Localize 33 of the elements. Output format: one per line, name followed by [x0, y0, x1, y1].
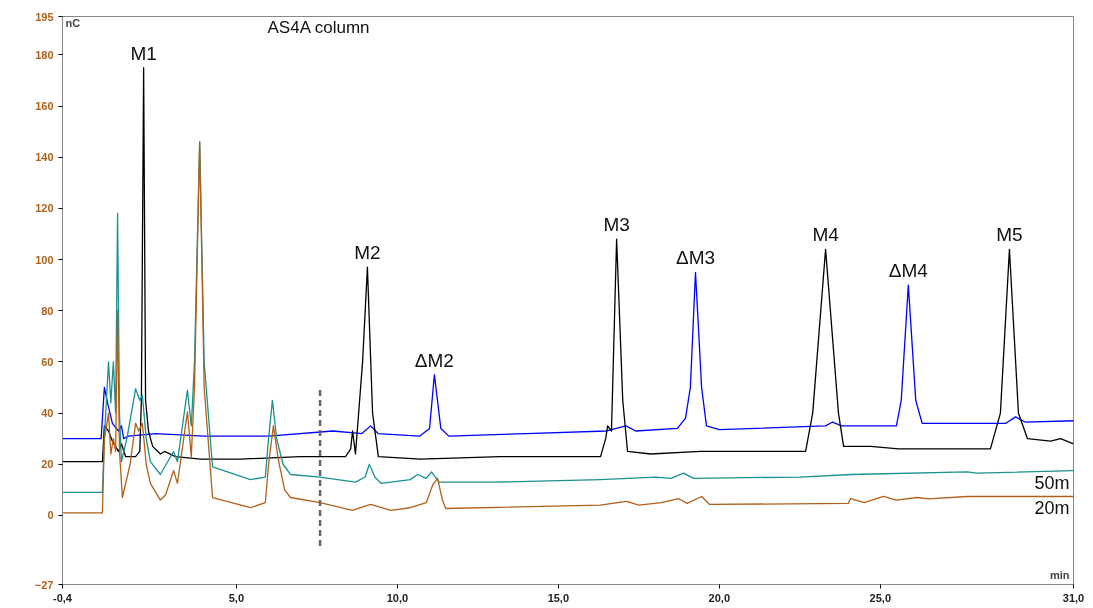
- y-tick-label: 120: [35, 202, 54, 215]
- y-tick-label: 195: [35, 10, 54, 23]
- y-axis-title: nC: [65, 16, 81, 29]
- x-tick-label: -0,4: [53, 591, 73, 604]
- annotation: M5: [996, 224, 1023, 246]
- annotation: ΔM2: [414, 349, 454, 371]
- annotation: M2: [354, 242, 381, 264]
- y-tick-label: 180: [35, 48, 54, 61]
- line-series: [62, 67, 1074, 463]
- y-tick-label: 100: [35, 253, 54, 266]
- x-tick-label: 31,0: [1062, 591, 1085, 604]
- y-tick-label: 160: [35, 100, 54, 113]
- series-label: 50m: [1034, 472, 1070, 493]
- y-tick-label: 0: [47, 509, 54, 522]
- x-tick-label: 20,0: [708, 591, 731, 604]
- y-tick-label: 60: [41, 355, 54, 368]
- y-tick-label: 80: [41, 304, 54, 317]
- y-tick-label: 40: [41, 407, 54, 420]
- annotation: AS4A column: [267, 17, 370, 37]
- x-tick-label: 25,0: [869, 591, 892, 604]
- x-tick-label: 5,0: [228, 591, 245, 604]
- x-tick-label: 10,0: [386, 591, 409, 604]
- annotation: ΔM3: [675, 247, 716, 269]
- x-axis-title: min: [1049, 568, 1070, 581]
- y-tick-label: 140: [35, 151, 54, 164]
- annotation: ΔM4: [888, 260, 929, 282]
- y-tick-label: −27: [34, 578, 54, 591]
- annotation: M3: [603, 214, 630, 236]
- y-tick-label: 20: [41, 458, 54, 471]
- x-tick-label: 15,0: [547, 591, 570, 604]
- annotation: M1: [130, 42, 157, 64]
- series-label: 20m: [1034, 498, 1070, 519]
- annotation: M4: [812, 224, 840, 246]
